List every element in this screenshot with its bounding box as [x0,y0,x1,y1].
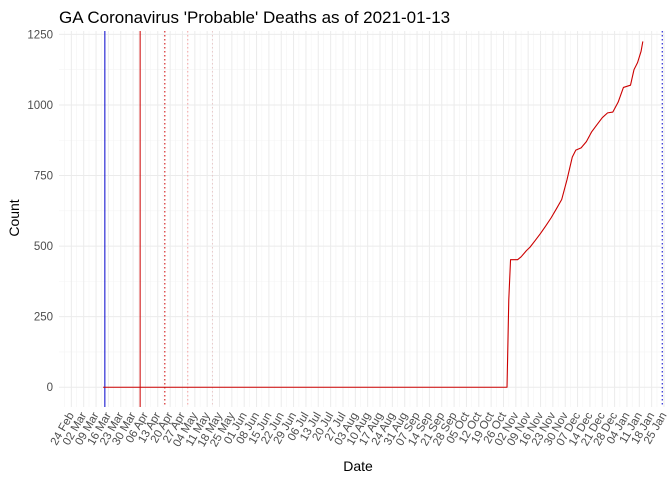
reference-lines [104,31,663,407]
y-tick-label: 500 [34,241,53,253]
y-axis-title: Count [6,199,22,236]
series-line [103,41,644,388]
x-axis-title: Date [343,458,373,474]
y-tick-label: 750 [34,171,53,183]
y-tick-label: 1000 [27,100,53,112]
grid [59,31,665,423]
series-layer [103,41,644,388]
chart-title: GA Coronavirus 'Probable' Deaths as of 2… [59,8,450,27]
y-tick-label: 1250 [27,29,53,41]
y-tick-label: 0 [47,382,53,394]
y-tick-label: 250 [34,312,53,324]
y-tick-labels: 0 250 500 750 1000 1250 [27,29,53,394]
